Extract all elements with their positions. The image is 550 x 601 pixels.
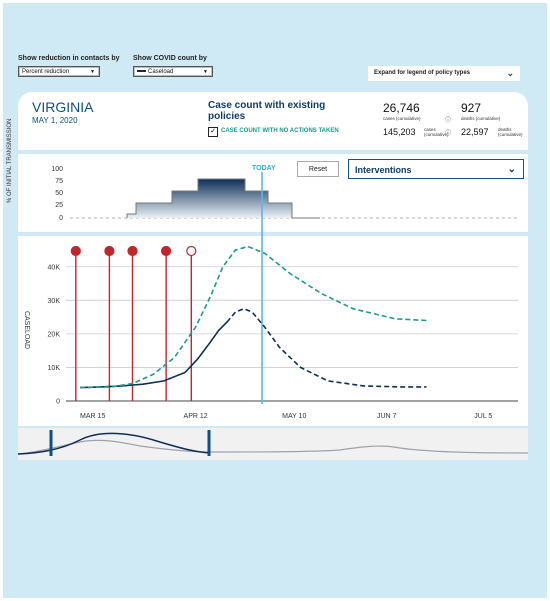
covid-label: Show COVID count by bbox=[133, 55, 207, 62]
interv-tick: 75 bbox=[55, 178, 63, 185]
chevron-down-icon: ⌄ bbox=[507, 164, 516, 175]
scrubber-no-action-curve bbox=[17, 439, 529, 455]
reduction-select-value: Percent reduction bbox=[22, 69, 70, 75]
y-tick-label: 10K bbox=[48, 365, 61, 372]
policy-marker[interactable] bbox=[70, 245, 81, 257]
na-deaths-value: 22,597 bbox=[461, 127, 489, 137]
policy-legend-dropdown[interactable]: Expand for legend of policy types ⌄ bbox=[368, 66, 520, 81]
reduction-label: Show reduction in contacts by bbox=[18, 55, 120, 62]
gridlines bbox=[66, 266, 518, 402]
chevron-down-icon: ⌄ bbox=[506, 68, 514, 78]
policy-marker[interactable] bbox=[186, 245, 197, 257]
transmission-step-line bbox=[126, 178, 320, 219]
x-tick-labels: MAR 15 APR 12 MAY 10 JUN 7 JUL 5 bbox=[80, 413, 492, 420]
na-cases-label: cases (cumulative) bbox=[424, 127, 449, 137]
y-tick-labels: 40K 30K 20K 10K 0 bbox=[48, 264, 61, 405]
reduction-select[interactable]: Percent reduction ▼ bbox=[18, 66, 100, 77]
summary-date: MAY 1, 2020 bbox=[32, 116, 78, 125]
reset-button[interactable]: Reset bbox=[297, 161, 339, 177]
interventions-dropdown-label: Interventions bbox=[355, 165, 412, 175]
series-line bbox=[79, 245, 427, 389]
caseload-chart-panel bbox=[18, 236, 528, 426]
series-lines bbox=[79, 245, 427, 389]
info-icon[interactable]: ⓘ bbox=[445, 118, 452, 124]
x-tick-label: APR 12 bbox=[184, 413, 208, 420]
na-cases-value: 145,203 bbox=[383, 127, 416, 137]
policy-marker[interactable] bbox=[161, 245, 172, 257]
policy-markers bbox=[70, 245, 197, 401]
caret-down-icon: ▼ bbox=[203, 69, 208, 75]
y-tick-label: 20K bbox=[48, 331, 61, 338]
interv-tick: 0 bbox=[59, 215, 63, 222]
x-tick-label: JUN 7 bbox=[377, 413, 397, 420]
covid-select-value: Caseload bbox=[148, 69, 174, 75]
caseload-line-icon bbox=[137, 70, 146, 73]
state-name: VIRGINIA bbox=[32, 99, 94, 115]
policy-legend-label: Expand for legend of policy types bbox=[374, 70, 471, 76]
series-line bbox=[79, 321, 228, 389]
cases-label: cases (cumulative) bbox=[383, 116, 421, 121]
case-count-title: Case count with existing policies bbox=[208, 100, 326, 122]
transmission-step-area bbox=[127, 179, 292, 218]
x-tick-label: MAY 10 bbox=[282, 413, 306, 420]
x-tick-label: JUL 5 bbox=[474, 413, 492, 420]
policy-marker[interactable] bbox=[127, 245, 138, 257]
no-action-label: CASE COUNT WITH NO ACTIONS TAKEN bbox=[221, 128, 339, 134]
today-label: TODAY bbox=[252, 165, 276, 172]
cases-value: 26,746 bbox=[383, 101, 420, 115]
info-icon[interactable]: ⓘ bbox=[445, 131, 452, 137]
y-tick-label: 0 bbox=[56, 399, 60, 406]
deaths-value: 927 bbox=[461, 101, 482, 115]
interv-tick: 100 bbox=[51, 166, 63, 173]
interventions-y-ticks: 100 75 50 25 0 bbox=[51, 166, 63, 222]
series-line bbox=[226, 307, 427, 388]
covid-select[interactable]: Caseload ▼ bbox=[133, 66, 213, 77]
y-tick-label: 30K bbox=[48, 298, 61, 305]
interv-tick: 50 bbox=[55, 190, 63, 197]
x-tick-label: MAR 15 bbox=[80, 413, 105, 420]
y-tick-label: 40K bbox=[48, 264, 61, 271]
deaths-label: deaths (cumulative) bbox=[461, 116, 501, 121]
summary-panel: VIRGINIA MAY 1, 2020 Case count with exi… bbox=[18, 92, 528, 150]
policy-marker[interactable] bbox=[104, 245, 115, 257]
na-deaths-label: deaths (cumulative) bbox=[498, 127, 523, 137]
y-axis-label: CASELOAD bbox=[23, 311, 30, 349]
caret-down-icon: ▼ bbox=[90, 69, 95, 75]
interventions-dropdown[interactable]: Interventions ⌄ bbox=[348, 159, 524, 179]
interventions-axis-label: % OF INITIAL TRANSMISSION bbox=[7, 119, 13, 203]
no-action-checkbox[interactable]: ✓ bbox=[208, 127, 218, 137]
interv-tick: 25 bbox=[55, 202, 63, 209]
